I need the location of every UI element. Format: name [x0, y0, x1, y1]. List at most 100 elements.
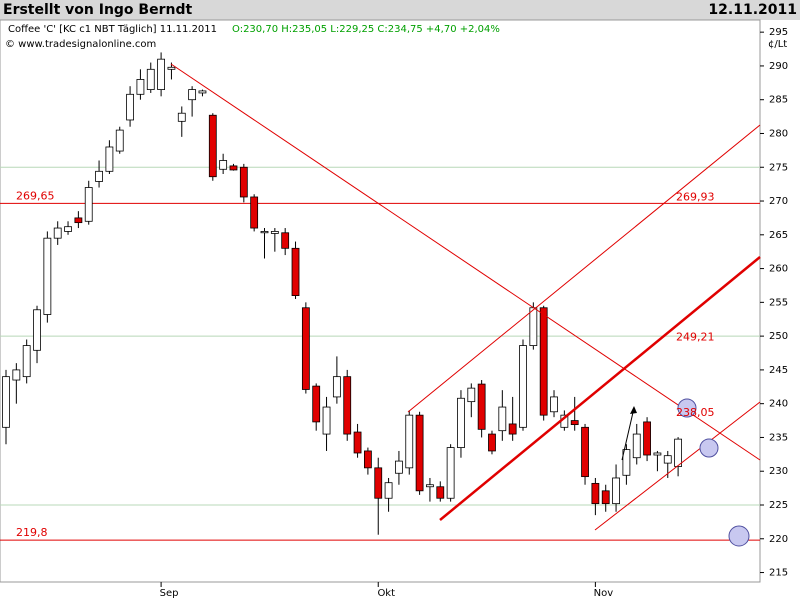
candle-body	[291, 247, 300, 296]
candle-body	[498, 406, 507, 432]
candle-body	[332, 376, 341, 398]
candle-body	[312, 385, 321, 423]
y-tick-label: 240	[769, 399, 788, 410]
candle-body	[2, 376, 10, 428]
candle-body	[643, 421, 651, 456]
candle-body	[467, 387, 476, 403]
header-bar	[0, 0, 800, 20]
channel-main	[439, 256, 761, 521]
candle-body	[519, 345, 527, 428]
candles	[2, 52, 682, 535]
candle-body	[529, 307, 538, 346]
candle-body	[384, 482, 393, 499]
candle-body	[84, 187, 93, 222]
candle-body	[477, 383, 486, 430]
candle-body	[374, 467, 383, 499]
candle-body	[632, 433, 641, 459]
candle-body	[208, 114, 217, 178]
candle-body	[363, 450, 372, 469]
candle-body	[136, 79, 145, 95]
y-tick-label: 290	[769, 61, 788, 72]
candle-body	[622, 449, 631, 476]
y-tick-label: 270	[769, 196, 788, 207]
y-tick-label: 265	[769, 230, 788, 241]
candle-body	[260, 231, 269, 234]
line-value-label: 238,05	[676, 406, 715, 419]
candle-body	[12, 369, 21, 381]
candle-body	[198, 90, 207, 94]
ohlc-summary: O:230,70 H:235,05 L:229,25 C:234,75 +4,7…	[232, 24, 500, 35]
candle-body	[343, 376, 352, 435]
candle-body	[229, 165, 238, 171]
candle-body	[239, 166, 248, 198]
marker-circle	[677, 398, 697, 418]
candle-body	[395, 460, 403, 474]
y-tick-label: 245	[769, 365, 788, 376]
arrow-head	[630, 406, 637, 414]
candle-body	[508, 423, 517, 435]
level-label: 269,65	[16, 189, 55, 202]
y-unit: ¢/Lt	[768, 39, 787, 50]
y-tick-label: 285	[769, 95, 788, 106]
candle-body	[426, 484, 434, 488]
candle-body	[281, 232, 290, 249]
line-value-label: 269,93	[676, 191, 715, 204]
candle-body	[301, 307, 310, 390]
candle-body	[95, 170, 103, 182]
candle-body	[105, 146, 114, 172]
candle-body	[581, 426, 589, 478]
candle-body	[22, 345, 31, 378]
candle-body	[601, 490, 610, 505]
candle-body	[188, 89, 197, 101]
candle-body	[64, 226, 72, 232]
y-tick-label: 230	[769, 466, 788, 477]
candle-body	[436, 486, 445, 499]
channel-upper	[407, 124, 761, 413]
candle-body	[219, 160, 228, 170]
candle-body	[157, 58, 166, 90]
candle-body	[674, 438, 682, 467]
candle-body	[250, 196, 259, 229]
candle-body	[177, 112, 186, 122]
arrow	[621, 407, 635, 461]
x-tick-label: Okt	[377, 588, 395, 599]
y-tick-label: 260	[769, 264, 788, 275]
candle-body	[405, 414, 414, 469]
candle-body	[74, 217, 83, 224]
candle-body	[539, 307, 548, 416]
y-tick-label: 280	[769, 128, 788, 139]
date: 12.11.2011	[708, 2, 797, 18]
marker-circle	[699, 438, 719, 458]
candle-body	[115, 129, 124, 152]
y-tick-label: 225	[769, 500, 788, 511]
downtrend-line	[170, 63, 761, 461]
candle-body	[33, 309, 41, 351]
x-tick-label: Nov	[594, 588, 614, 599]
candle-body	[146, 68, 155, 90]
candle-body	[550, 396, 558, 413]
channel-lower	[594, 401, 761, 531]
trend-lines	[170, 63, 761, 531]
candle-body	[322, 406, 331, 435]
level-label: 219,8	[16, 526, 48, 539]
candle-body	[446, 447, 455, 499]
chart-title: Coffee 'C' [KC c1 NBT Täglich] 11.11.201…	[8, 24, 217, 35]
candle-body	[353, 431, 362, 454]
y-tick-label: 255	[769, 297, 788, 308]
candle-body	[43, 237, 52, 315]
grid	[0, 166, 760, 541]
candle-body	[126, 93, 134, 121]
author: Erstellt von Ingo Berndt	[3, 2, 192, 18]
y-tick-label: 235	[769, 432, 788, 443]
y-tick-label: 295	[769, 27, 788, 38]
candle-body	[663, 455, 672, 464]
candle-body	[270, 231, 279, 234]
candle-body	[488, 433, 496, 452]
candle-body	[457, 397, 465, 448]
source: © www.tradesignalonline.com	[5, 39, 156, 50]
line-value-label: 249,21	[676, 330, 715, 343]
marker-circle	[728, 525, 750, 547]
y-tick-label: 250	[769, 331, 788, 342]
y-tick-label: 220	[769, 534, 788, 545]
